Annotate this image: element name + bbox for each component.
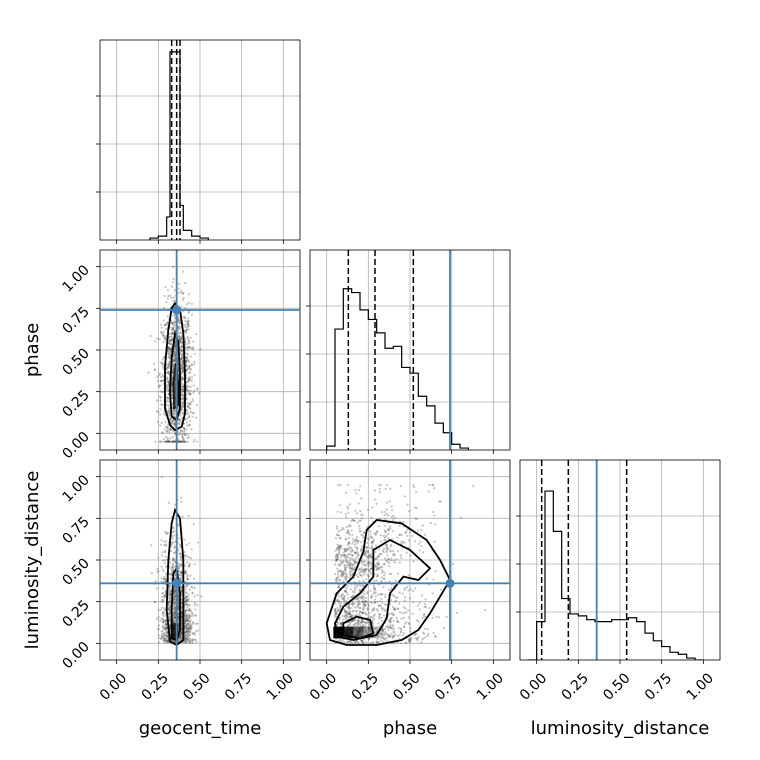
scatter-points (147, 265, 202, 443)
y-axis-label: luminosity_distance (22, 471, 43, 650)
x-tick-label: 0.25 (139, 670, 172, 703)
y-tick-label: 0.50 (59, 556, 92, 589)
panel-phase-vs-phase (306, 249, 511, 454)
x-tick-label: 0.00 (307, 670, 340, 703)
panel-luminosity_distance-vs-phase: 0.00 0.25 0.50 0.75 1.00 (306, 459, 511, 704)
x-tick-label: 0.75 (432, 670, 465, 703)
x-tick-label: 1.00 (474, 670, 507, 703)
truth-marker (172, 578, 182, 588)
histogram-phase (326, 288, 469, 450)
y-tick-label: 0.75 (59, 304, 92, 337)
y-tick-label: 0.75 (59, 514, 92, 547)
density-bin (343, 626, 354, 639)
x-tick-label: 0.00 (97, 670, 130, 703)
density-bin (373, 626, 384, 639)
panel-luminosity_distance-vs-luminosity_distance: 0.00 0.25 0.50 0.75 1.00 (516, 459, 721, 704)
x-tick-label: 0.75 (222, 670, 255, 703)
y-tick-label: 0.25 (59, 597, 92, 630)
contour-outer (165, 507, 185, 647)
panel-luminosity_distance-vs-geocent_time: 0.00 0.25 0.50 0.75 1.000.000.250.500.751.00 (59, 459, 301, 704)
y-axis-label: phase (22, 323, 43, 377)
density-bin (333, 626, 344, 639)
x-tick-label: 0.50 (180, 670, 213, 703)
x-axis-label: geocent_time (139, 718, 262, 739)
x-tick-label: 1.00 (684, 670, 717, 703)
x-tick-label: 0.00 (517, 670, 550, 703)
x-tick-label: 0.50 (600, 670, 633, 703)
x-tick-label: 0.25 (559, 670, 592, 703)
contour-mid (334, 538, 432, 641)
density-core (172, 623, 179, 640)
x-tick-label: 0.25 (349, 670, 382, 703)
x-tick-label: 0.75 (642, 670, 675, 703)
truth-marker (172, 305, 182, 315)
x-axis-label: phase (383, 718, 437, 739)
x-axis-label: luminosity_distance (531, 718, 710, 739)
x-tick-label: 0.50 (390, 670, 423, 703)
panel-geocent_time-vs-geocent_time (96, 39, 301, 244)
histogram-luminosity_distance (528, 490, 704, 660)
contour-outer (325, 519, 452, 646)
histogram-geocent_time (149, 51, 209, 240)
truth-marker (445, 578, 455, 588)
y-tick-label: 0.00 (59, 429, 92, 462)
y-tick-label: 1.00 (59, 472, 92, 505)
y-tick-label: 0.25 (59, 387, 92, 420)
contour-mid (169, 329, 181, 422)
panel-phase-vs-geocent_time: 0.00 0.25 0.50 0.75 1.00 (59, 249, 301, 462)
density-bin (363, 626, 374, 639)
y-tick-label: 1.00 (59, 262, 92, 295)
y-tick-label: 0.50 (59, 346, 92, 379)
y-tick-label: 0.00 (59, 639, 92, 672)
density-bin (353, 626, 364, 639)
x-tick-label: 1.00 (264, 670, 297, 703)
